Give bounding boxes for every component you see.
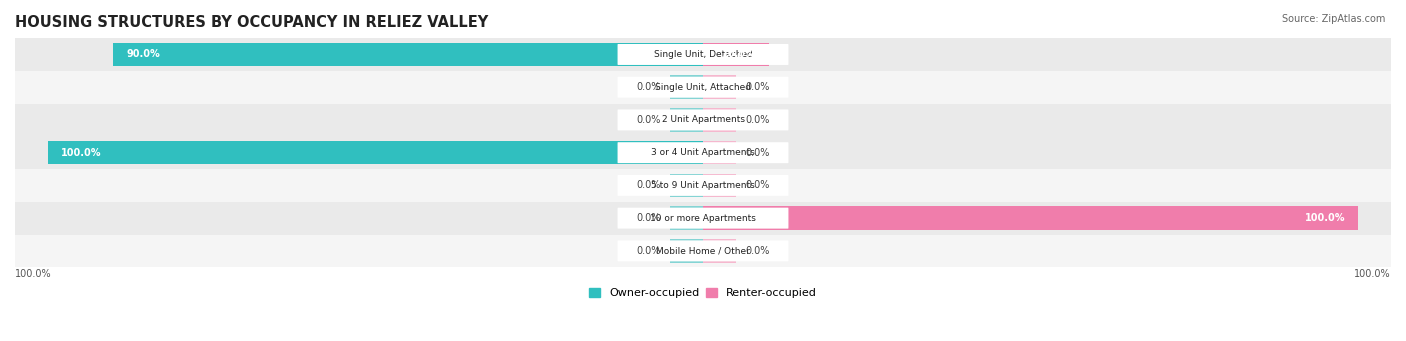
Bar: [48, 141, 703, 164]
FancyBboxPatch shape: [617, 142, 789, 163]
Bar: [703, 108, 735, 132]
Bar: [671, 108, 703, 132]
Text: 100.0%: 100.0%: [1305, 213, 1346, 223]
FancyBboxPatch shape: [617, 44, 789, 65]
Text: 10 or more Apartments: 10 or more Apartments: [650, 214, 756, 223]
Text: 0.0%: 0.0%: [636, 82, 661, 92]
Bar: [114, 43, 703, 66]
Text: 0.0%: 0.0%: [636, 246, 661, 256]
Bar: [703, 43, 769, 66]
Bar: [703, 174, 735, 197]
Bar: [15, 202, 1391, 235]
Bar: [703, 239, 735, 263]
Text: Single Unit, Attached: Single Unit, Attached: [655, 83, 751, 92]
Text: 100.0%: 100.0%: [60, 148, 101, 158]
FancyBboxPatch shape: [617, 109, 789, 130]
Text: 3 or 4 Unit Apartments: 3 or 4 Unit Apartments: [651, 148, 755, 157]
Bar: [15, 136, 1391, 169]
Bar: [15, 235, 1391, 267]
Bar: [703, 141, 735, 164]
Bar: [15, 169, 1391, 202]
Text: 0.0%: 0.0%: [745, 246, 770, 256]
Bar: [671, 206, 703, 230]
Text: 100.0%: 100.0%: [1354, 269, 1391, 279]
Text: 0.0%: 0.0%: [636, 213, 661, 223]
FancyBboxPatch shape: [617, 175, 789, 196]
FancyBboxPatch shape: [617, 77, 789, 98]
Text: 0.0%: 0.0%: [745, 180, 770, 190]
Legend: Owner-occupied, Renter-occupied: Owner-occupied, Renter-occupied: [585, 284, 821, 303]
Bar: [15, 71, 1391, 104]
Text: Mobile Home / Other: Mobile Home / Other: [657, 247, 749, 255]
Bar: [703, 206, 1358, 230]
Text: 0.0%: 0.0%: [745, 115, 770, 125]
FancyBboxPatch shape: [617, 208, 789, 228]
Text: 90.0%: 90.0%: [127, 49, 160, 59]
Text: 2 Unit Apartments: 2 Unit Apartments: [661, 116, 745, 124]
Bar: [671, 75, 703, 99]
Bar: [703, 75, 735, 99]
Text: 0.0%: 0.0%: [745, 82, 770, 92]
Text: 0.0%: 0.0%: [636, 180, 661, 190]
Text: 0.0%: 0.0%: [745, 148, 770, 158]
Bar: [15, 38, 1391, 71]
Text: 100.0%: 100.0%: [15, 269, 52, 279]
Text: Source: ZipAtlas.com: Source: ZipAtlas.com: [1281, 14, 1385, 24]
Text: Single Unit, Detached: Single Unit, Detached: [654, 50, 752, 59]
Text: HOUSING STRUCTURES BY OCCUPANCY IN RELIEZ VALLEY: HOUSING STRUCTURES BY OCCUPANCY IN RELIE…: [15, 15, 488, 30]
Bar: [15, 104, 1391, 136]
Text: 10.0%: 10.0%: [721, 49, 755, 59]
FancyBboxPatch shape: [617, 240, 789, 261]
Text: 0.0%: 0.0%: [636, 115, 661, 125]
Bar: [671, 174, 703, 197]
Bar: [671, 239, 703, 263]
Text: 5 to 9 Unit Apartments: 5 to 9 Unit Apartments: [651, 181, 755, 190]
